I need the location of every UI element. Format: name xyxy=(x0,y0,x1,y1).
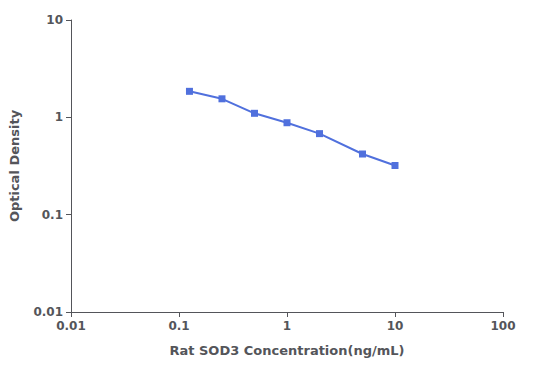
svg-text:0.01: 0.01 xyxy=(56,319,86,333)
svg-text:1: 1 xyxy=(283,319,291,333)
svg-text:0.1: 0.1 xyxy=(168,319,189,333)
svg-text:0.1: 0.1 xyxy=(42,208,63,222)
svg-text:10: 10 xyxy=(387,319,404,333)
svg-text:10: 10 xyxy=(46,13,63,27)
svg-text:Rat SOD3 Concentration(ng/mL): Rat SOD3 Concentration(ng/mL) xyxy=(169,343,404,358)
svg-text:100: 100 xyxy=(490,319,515,333)
svg-text:Optical Density: Optical Density xyxy=(7,109,22,222)
svg-text:1: 1 xyxy=(55,110,63,124)
svg-text:0.01: 0.01 xyxy=(33,305,63,319)
